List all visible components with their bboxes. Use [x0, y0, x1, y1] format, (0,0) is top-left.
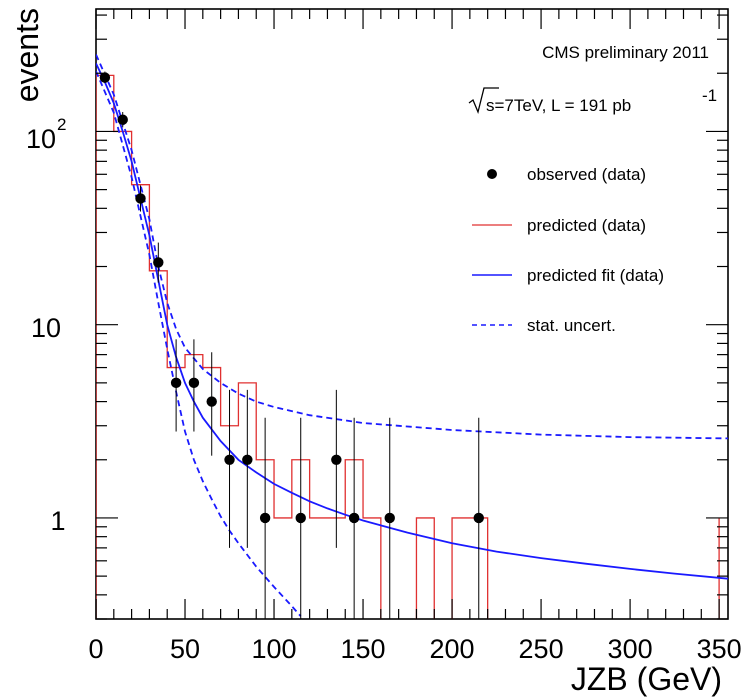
- observed-point: [99, 72, 111, 83]
- observed-point: [384, 512, 395, 524]
- x-tick-label: 100: [251, 634, 296, 664]
- sqrt-symbol: [468, 87, 499, 115]
- x-tick-label: 50: [170, 634, 200, 664]
- fit-curve: [96, 63, 728, 580]
- legend-observed-label: observed (data): [527, 165, 646, 184]
- energy-annotation-text: s=7TeV, L = 191 pb: [486, 96, 631, 115]
- observed-point: [117, 114, 128, 125]
- energy-annotation-exponent: -1: [702, 86, 717, 105]
- y-tick-label-1: 1: [50, 506, 65, 536]
- x-tick-label: 0: [88, 634, 103, 664]
- x-tick-label: 150: [341, 634, 386, 664]
- y-tick-label-100: 10 2: [26, 115, 67, 154]
- legend-fit-label: predicted fit (data): [527, 266, 664, 285]
- x-tick-label: 300: [608, 634, 653, 664]
- observed-point: [206, 396, 217, 407]
- x-tick-label: 250: [519, 634, 564, 664]
- legend-predicted-label: predicted (data): [527, 216, 646, 235]
- observed-point: [224, 454, 235, 465]
- x-axis-title: JZB (GeV): [571, 661, 722, 697]
- marker-layer: [99, 71, 484, 619]
- legend: observed (data) predicted (data) predict…: [472, 165, 664, 335]
- observed-point: [188, 377, 200, 389]
- observed-point: [170, 377, 182, 389]
- observed-point: [242, 454, 253, 465]
- y-tick-label-100-base: 10: [26, 124, 56, 154]
- series-layer: [96, 54, 728, 619]
- observed-point: [259, 512, 271, 524]
- uncert-upper-curve: [96, 54, 728, 440]
- uncert-lower-curve: [96, 70, 302, 617]
- energy-annotation: s=7TeV, L = 191 pb -1: [468, 86, 717, 115]
- observed-point: [348, 512, 360, 524]
- y-tick-label-10: 10: [31, 313, 61, 343]
- legend-uncert-label: stat. uncert.: [527, 316, 616, 335]
- x-tick-label: 200: [430, 634, 475, 664]
- y-tick-label-100-exponent: 2: [57, 115, 66, 134]
- x-tick-label: 350: [697, 634, 742, 664]
- observed-point: [295, 512, 306, 524]
- plot-frame: [95, 8, 729, 620]
- observed-point: [135, 193, 146, 204]
- tick-layer: 0 50 100 150 200 250 300 350: [88, 9, 742, 664]
- observed-point: [473, 512, 484, 524]
- legend-observed-marker: [487, 169, 497, 179]
- experiment-annotation: CMS preliminary 2011: [542, 43, 709, 62]
- observed-point: [153, 257, 164, 268]
- observed-point: [331, 454, 342, 465]
- y-axis-title: events: [9, 8, 45, 102]
